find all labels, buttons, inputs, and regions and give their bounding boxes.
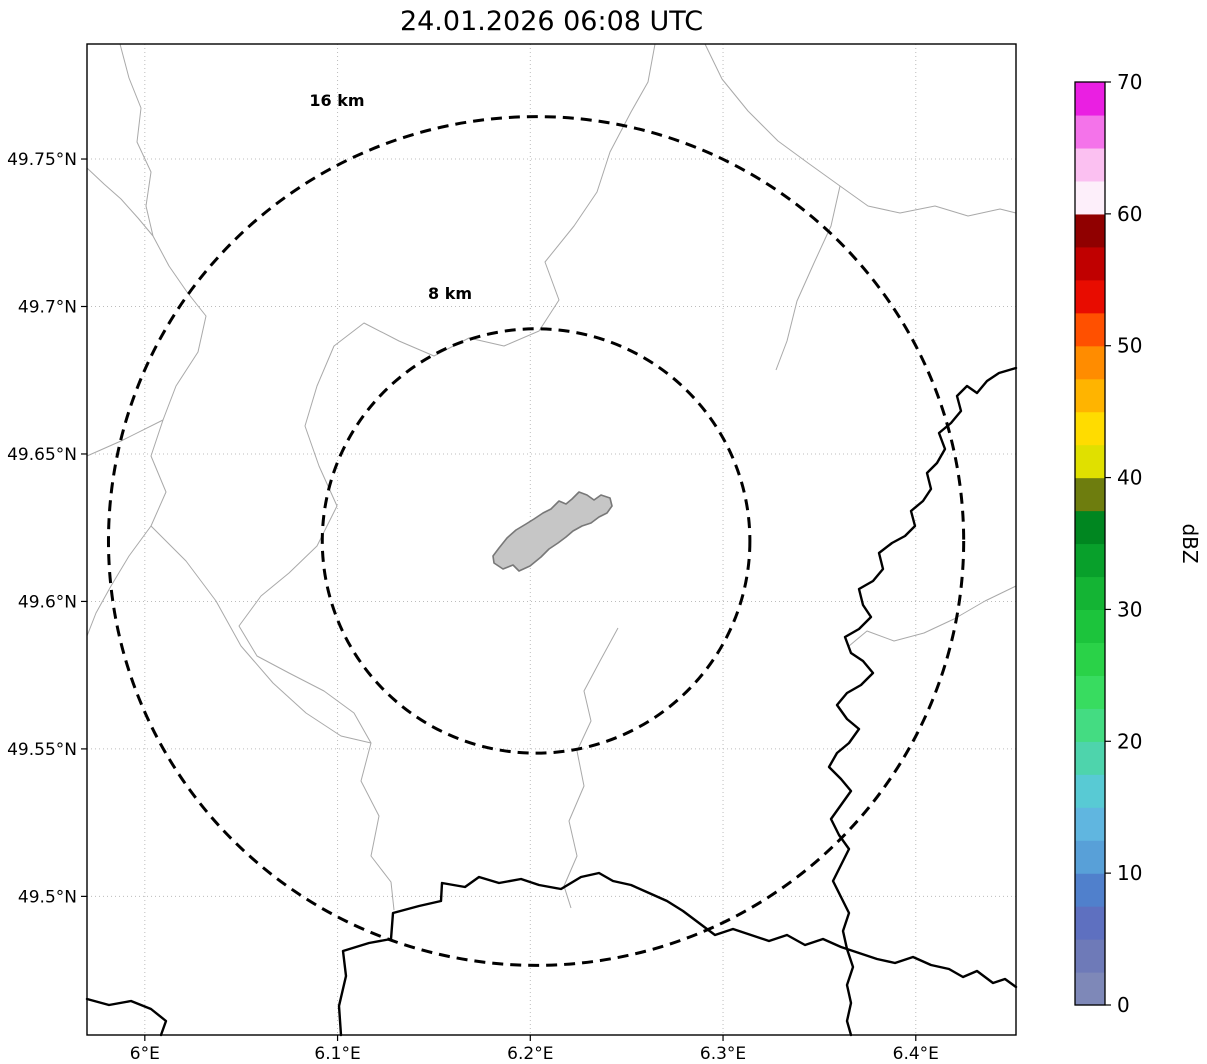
colorbar-segment: [1075, 180, 1105, 215]
colorbar-segment: [1075, 675, 1105, 709]
river-line: [150, 525, 372, 744]
colorbar-outline: [1074, 81, 1106, 1006]
x-tick-label: 6.1°E: [314, 1044, 360, 1064]
river-line: [775, 185, 841, 371]
colorbar-segment: [1075, 82, 1105, 116]
colorbar-segment: [1075, 279, 1105, 314]
colorbar-segment: [1075, 213, 1105, 248]
colorbar-segment: [1075, 609, 1105, 643]
colorbar-tick-label: 20: [1117, 729, 1142, 753]
y-tick-label: 49.75°N: [7, 150, 77, 170]
colorbar-segment: [1075, 642, 1105, 676]
y-tick-label: 49.5°N: [18, 887, 77, 907]
colorbar-segment: [1075, 543, 1105, 578]
colorbar-segment: [1075, 444, 1105, 479]
colorbar-tick-label: 10: [1117, 861, 1142, 885]
colorbar-tick-label: 70: [1117, 70, 1142, 94]
colorbar-segment: [1075, 840, 1105, 874]
colorbar-tick-label: 30: [1117, 597, 1142, 621]
river-line: [86, 419, 164, 457]
colorbar-segment: [1075, 411, 1105, 446]
colorbar-tick-label: 40: [1117, 466, 1142, 490]
y-tick-label: 49.7°N: [18, 297, 77, 317]
colorbar-segment: [1075, 972, 1105, 1006]
river-line: [86, 235, 207, 637]
colorbar-segment: [1075, 510, 1105, 545]
colorbar-segment: [1075, 114, 1105, 149]
colorbar-segment: [1075, 378, 1105, 413]
country-border-line: [827, 366, 1018, 1037]
range-ring: [106, 115, 966, 967]
x-tick-label: 6.3°E: [700, 1044, 746, 1064]
river-line: [563, 627, 619, 909]
colorbar-segment: [1075, 312, 1105, 347]
river-line: [704, 43, 1017, 217]
plot-frame: [86, 43, 1017, 1036]
colorbar-tick-label: 0: [1117, 993, 1130, 1017]
plot-title: 24.01.2026 06:08 UTC: [399, 6, 704, 37]
colorbar-unit-label: dBZ: [1178, 523, 1202, 563]
city-boundary-polygon: [492, 491, 613, 572]
colorbar-segment: [1075, 939, 1105, 973]
colorbar-segment: [1075, 708, 1105, 742]
range-ring-label: 8 km: [428, 284, 472, 303]
range-ring-label: 16 km: [309, 91, 364, 110]
range-ring: [320, 327, 752, 755]
country-border-line: [337, 871, 1018, 1037]
colorbar-segment: [1075, 345, 1105, 380]
river-line: [238, 43, 656, 911]
x-tick-label: 6.4°E: [893, 1044, 939, 1064]
colorbar-segment: [1075, 477, 1105, 512]
colorbar-tick-label: 50: [1117, 334, 1142, 358]
colorbar-segment: [1075, 576, 1105, 611]
y-tick-label: 49.65°N: [7, 445, 77, 465]
river-line: [119, 43, 154, 237]
colorbar-segment: [1075, 147, 1105, 182]
x-tick-label: 6°E: [130, 1044, 160, 1064]
colorbar-segment: [1075, 906, 1105, 940]
colorbar-tick-label: 60: [1117, 202, 1142, 226]
y-tick-label: 49.55°N: [7, 740, 77, 760]
x-tick-label: 6.2°E: [507, 1044, 553, 1064]
colorbar-segment: [1075, 246, 1105, 281]
colorbar-segment: [1075, 774, 1105, 808]
colorbar-segment: [1075, 741, 1105, 775]
country-border-line: [85, 997, 168, 1037]
river-line: [86, 167, 154, 237]
river-line: [848, 585, 1017, 647]
y-tick-label: 49.6°N: [18, 592, 77, 612]
colorbar-segment: [1075, 873, 1105, 907]
colorbar-segment: [1075, 807, 1105, 841]
